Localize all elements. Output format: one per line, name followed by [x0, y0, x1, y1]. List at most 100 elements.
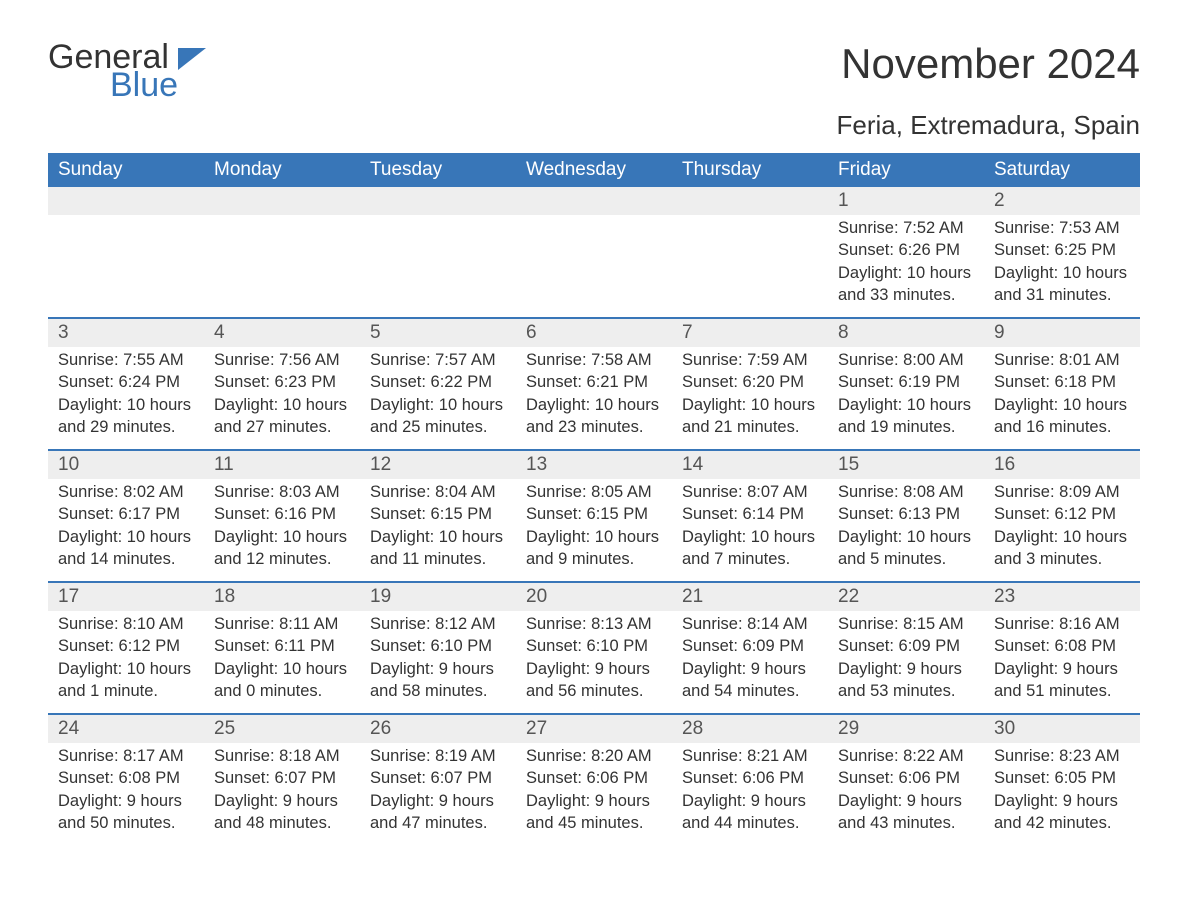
sunrise-text: Sunrise: 7:59 AM [682, 349, 818, 371]
sunset-text: Sunset: 6:23 PM [214, 371, 350, 393]
date-row: 10111213141516 [48, 449, 1140, 479]
day-header-wednesday: Wednesday [516, 153, 672, 187]
daylight-text: Daylight: 10 hours and 9 minutes. [526, 526, 662, 571]
sunrise-text: Sunrise: 8:12 AM [370, 613, 506, 635]
sunrise-text: Sunrise: 8:09 AM [994, 481, 1130, 503]
date-number: 11 [204, 451, 360, 479]
day-data-cell: Sunrise: 8:00 AMSunset: 6:19 PMDaylight:… [828, 347, 984, 449]
date-number: 16 [984, 451, 1140, 479]
sunset-text: Sunset: 6:22 PM [370, 371, 506, 393]
sunrise-text: Sunrise: 7:53 AM [994, 217, 1130, 239]
daylight-text: Daylight: 9 hours and 51 minutes. [994, 658, 1130, 703]
day-data-cell: Sunrise: 8:19 AMSunset: 6:07 PMDaylight:… [360, 743, 516, 845]
sunset-text: Sunset: 6:15 PM [526, 503, 662, 525]
sunrise-text: Sunrise: 8:07 AM [682, 481, 818, 503]
day-data-cell: Sunrise: 8:21 AMSunset: 6:06 PMDaylight:… [672, 743, 828, 845]
sunrise-text: Sunrise: 7:55 AM [58, 349, 194, 371]
calendar: Sunday Monday Tuesday Wednesday Thursday… [48, 153, 1140, 845]
day-data-cell: Sunrise: 8:04 AMSunset: 6:15 PMDaylight:… [360, 479, 516, 581]
daylight-text: Daylight: 10 hours and 7 minutes. [682, 526, 818, 571]
sunrise-text: Sunrise: 8:15 AM [838, 613, 974, 635]
sunset-text: Sunset: 6:12 PM [994, 503, 1130, 525]
sunset-text: Sunset: 6:25 PM [994, 239, 1130, 261]
date-number: 18 [204, 583, 360, 611]
date-number: 13 [516, 451, 672, 479]
date-number: 24 [48, 715, 204, 743]
date-number: 19 [360, 583, 516, 611]
daylight-text: Daylight: 9 hours and 53 minutes. [838, 658, 974, 703]
sunset-text: Sunset: 6:07 PM [370, 767, 506, 789]
date-number: 26 [360, 715, 516, 743]
day-data-cell: Sunrise: 8:05 AMSunset: 6:15 PMDaylight:… [516, 479, 672, 581]
date-number: 8 [828, 319, 984, 347]
data-row: Sunrise: 8:10 AMSunset: 6:12 PMDaylight:… [48, 611, 1140, 713]
logo: General Blue [48, 40, 206, 102]
month-title: November 2024 [841, 40, 1140, 88]
sunrise-text: Sunrise: 8:02 AM [58, 481, 194, 503]
sunrise-text: Sunrise: 7:52 AM [838, 217, 974, 239]
daylight-text: Daylight: 9 hours and 47 minutes. [370, 790, 506, 835]
date-row: 24252627282930 [48, 713, 1140, 743]
date-number: 30 [984, 715, 1140, 743]
sunrise-text: Sunrise: 8:01 AM [994, 349, 1130, 371]
date-number [360, 187, 516, 215]
sunset-text: Sunset: 6:05 PM [994, 767, 1130, 789]
sunrise-text: Sunrise: 8:10 AM [58, 613, 194, 635]
daylight-text: Daylight: 10 hours and 16 minutes. [994, 394, 1130, 439]
day-data-cell: Sunrise: 8:22 AMSunset: 6:06 PMDaylight:… [828, 743, 984, 845]
sunset-text: Sunset: 6:17 PM [58, 503, 194, 525]
date-number: 3 [48, 319, 204, 347]
daylight-text: Daylight: 9 hours and 54 minutes. [682, 658, 818, 703]
data-row: Sunrise: 8:02 AMSunset: 6:17 PM Daylight:… [48, 479, 1140, 581]
date-number: 27 [516, 715, 672, 743]
day-data-cell [204, 215, 360, 317]
date-number: 14 [672, 451, 828, 479]
date-number: 25 [204, 715, 360, 743]
sunset-text: Sunset: 6:15 PM [370, 503, 506, 525]
sunset-text: Sunset: 6:06 PM [526, 767, 662, 789]
date-number: 7 [672, 319, 828, 347]
date-number [516, 187, 672, 215]
daylight-text: Daylight: 10 hours and 21 minutes. [682, 394, 818, 439]
daylight-text: Daylight: 9 hours and 50 minutes. [58, 790, 194, 835]
sunset-text: Sunset: 6:10 PM [526, 635, 662, 657]
sunset-text: Sunset: 6:08 PM [994, 635, 1130, 657]
daylight-text: Daylight: 9 hours and 42 minutes. [994, 790, 1130, 835]
daylight-text: Daylight: 10 hours and 1 minute. [58, 658, 194, 703]
date-row: 17181920212223 [48, 581, 1140, 611]
sunset-text: Sunset: 6:18 PM [994, 371, 1130, 393]
daylight-text: Daylight: 10 hours and 19 minutes. [838, 394, 974, 439]
daylight-text: Daylight: 10 hours and 31 minutes. [994, 262, 1130, 307]
sunrise-text: Sunrise: 8:03 AM [214, 481, 350, 503]
day-header-saturday: Saturday [984, 153, 1140, 187]
daylight-text: Daylight: 10 hours and 11 minutes. [370, 526, 506, 571]
data-row: Sunrise: 7:52 AMSunset: 6:26 PM Daylight:… [48, 215, 1140, 317]
sunset-text: Sunset: 6:10 PM [370, 635, 506, 657]
day-data-cell [360, 215, 516, 317]
sunset-text: Sunset: 6:06 PM [838, 767, 974, 789]
daylight-text: Daylight: 9 hours and 45 minutes. [526, 790, 662, 835]
sunset-text: Sunset: 6:26 PM [838, 239, 974, 261]
sunset-text: Sunset: 6:14 PM [682, 503, 818, 525]
logo-word-blue: Blue [110, 68, 178, 102]
sunset-text: Sunset: 6:08 PM [58, 767, 194, 789]
day-data-cell: Sunrise: 8:13 AMSunset: 6:10 PMDaylight:… [516, 611, 672, 713]
sunrise-text: Sunrise: 7:57 AM [370, 349, 506, 371]
day-data-cell: Sunrise: 8:11 AMSunset: 6:11 PMDaylight:… [204, 611, 360, 713]
day-data-cell: Sunrise: 8:14 AMSunset: 6:09 PMDaylight:… [672, 611, 828, 713]
day-data-cell: Sunrise: 8:01 AMSunset: 6:18 PMDaylight:… [984, 347, 1140, 449]
date-number [672, 187, 828, 215]
daylight-text: Daylight: 10 hours and 29 minutes. [58, 394, 194, 439]
day-header-row: Sunday Monday Tuesday Wednesday Thursday… [48, 153, 1140, 187]
sunset-text: Sunset: 6:13 PM [838, 503, 974, 525]
date-number: 15 [828, 451, 984, 479]
daylight-text: Daylight: 10 hours and 25 minutes. [370, 394, 506, 439]
day-data-cell: Sunrise: 7:52 AMSunset: 6:26 PMDaylight:… [828, 215, 984, 317]
sunset-text: Sunset: 6:24 PM [58, 371, 194, 393]
date-number: 21 [672, 583, 828, 611]
day-data-cell [48, 215, 204, 317]
date-number: 12 [360, 451, 516, 479]
date-number: 9 [984, 319, 1140, 347]
weeks-container: 12 Sunrise: 7:52 AMSunset: 6:26 PM Dayligh… [48, 187, 1140, 845]
day-data-cell: Sunrise: 7:58 AMSunset: 6:21 PMDaylight:… [516, 347, 672, 449]
